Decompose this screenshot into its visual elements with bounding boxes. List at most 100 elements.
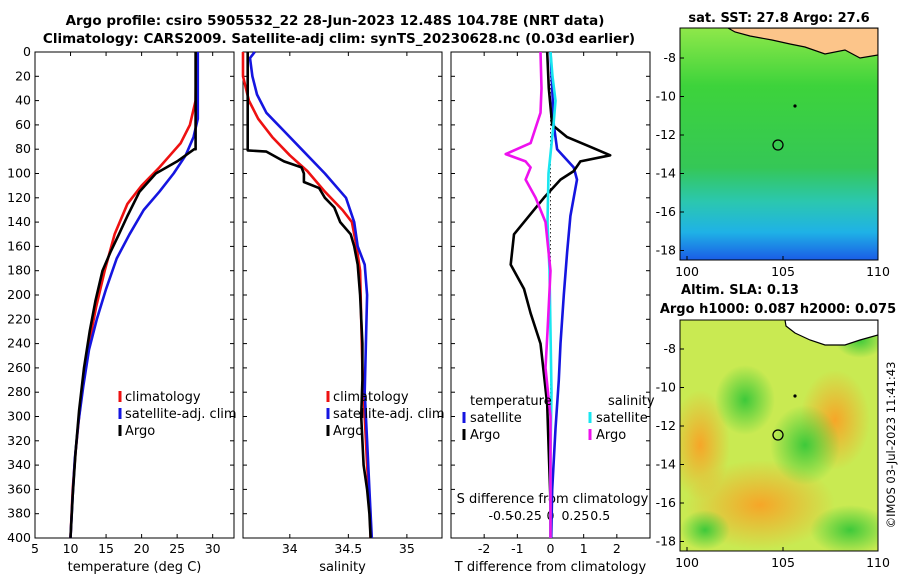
y-tick-label: 320 (7, 433, 31, 448)
salinity-profile: 34 34.5 35 salinity climatology satellite-adj… (241, 51, 445, 575)
difference-profile: -2 -1 0 1 2 T difference from climatology -0.5… (450, 51, 655, 575)
sla-map: Altim. SLA: 0.13 Argo h1000: 0.087 h2000… (660, 283, 896, 552)
temperature-profile: 0 20 40 60 80 100 120 140 160 180 200 220 240 260 280 3… (7, 44, 236, 575)
legend-label: satellite-adj. clim (125, 407, 237, 422)
legend-label: Argo (333, 424, 363, 439)
legend-label: Argo (596, 428, 626, 443)
argo-location-marker-sla (772, 429, 784, 441)
x2-tick-label: 0.25 (561, 508, 589, 523)
legend-label: climatology (333, 390, 409, 405)
series-climatology (241, 52, 372, 539)
x-tick-label: 34.5 (334, 541, 362, 556)
legend-label: satellite-adj. clim (333, 407, 445, 422)
y-tick-label: 360 (7, 481, 31, 496)
legend-label: satellite (470, 411, 522, 426)
x-tick-label: 25 (169, 541, 185, 556)
sla-map-subtitle: Argo h1000: 0.087 h2000: 0.075 (660, 302, 896, 317)
difference-profile-xlabel: T difference from climatology (454, 560, 647, 575)
plot-title-line2: Climatology: CARS2009. Satellite-adj cli… (42, 31, 636, 47)
series-t-argo (509, 51, 612, 538)
x-tick-label: 30 (205, 541, 221, 556)
land-mass (726, 28, 878, 59)
x-tick-label: 35 (399, 541, 415, 556)
legend-title-salinity: salinity (608, 394, 655, 409)
map-y-tick-label: -14 (656, 457, 676, 472)
map-y-tick-label: -10 (656, 89, 676, 104)
sst-map: sat. SST: 27.8 Argo: 27.6 (679, 11, 879, 261)
y-tick-label: 400 (7, 530, 31, 545)
legend-label: Argo (470, 428, 500, 443)
map-x-tick-label: 105 (771, 264, 795, 279)
argo-location-marker (772, 139, 784, 151)
x-tick-label: 5 (31, 541, 39, 556)
y-tick-label: 0 (23, 44, 31, 59)
map-y-tick-label: -12 (656, 127, 676, 142)
map-x-tick-label: 105 (771, 555, 795, 570)
series-argo (246, 52, 372, 539)
map-x-tick-label: 110 (866, 264, 890, 279)
sst-field (680, 28, 878, 260)
y-tick-label: 200 (7, 287, 31, 302)
land-mass-sla (784, 320, 878, 346)
x-tick-label: 10 (63, 541, 79, 556)
y-tick-label: 300 (7, 409, 31, 424)
map-x-tick-label: 110 (866, 555, 890, 570)
map-y-tick-label: -16 (656, 495, 676, 510)
map-y-tick-label: -16 (656, 204, 676, 219)
y-tick-label: 240 (7, 336, 31, 351)
x-tick-label: 20 (134, 541, 150, 556)
y-tick-label: 160 (7, 238, 31, 253)
plot-title-line1: Argo profile: csiro 5905532_22 28-Jun-20… (65, 13, 605, 29)
temperature-profile-xlabel: temperature (deg C) (68, 560, 202, 575)
series-climatology (69, 51, 198, 539)
sla-map-frame (679, 319, 879, 552)
y-tick-label: 260 (7, 360, 31, 375)
x-tick-label: -1 (511, 541, 523, 556)
y-tick-label: 40 (15, 93, 31, 108)
sst-map-frame (679, 27, 879, 261)
x2-tick-label: -0.5 (489, 508, 513, 523)
y-tick-label: 60 (15, 117, 31, 132)
y-tick-label: 340 (7, 457, 31, 472)
x-tick-label: 34 (282, 541, 298, 556)
y-tick-label: 80 (15, 141, 31, 156)
temperature-profile-frame (34, 51, 235, 539)
timestamp: ©IMOS 03-Jul-2023 11:41:43 (884, 362, 898, 529)
island-marker (793, 104, 797, 108)
legend-label: satellite (596, 411, 648, 426)
series-satellite-adj-clim (248, 51, 374, 539)
map-y-tick-label: -12 (656, 418, 676, 433)
y-tick-label: 120 (7, 190, 31, 205)
map-y-tick-label: -18 (656, 534, 676, 549)
y-tick-label: 180 (7, 263, 31, 278)
legend-title-temperature: temperature (470, 394, 552, 409)
map-x-tick-label: 100 (675, 264, 699, 279)
x-tick-label: -2 (478, 541, 490, 556)
sla-map-title: Altim. SLA: 0.13 (681, 283, 799, 298)
sst-map-title: sat. SST: 27.8 Argo: 27.6 (688, 11, 869, 26)
series-argo (69, 52, 197, 539)
x-tick-label: 15 (98, 541, 114, 556)
y-tick-label: 140 (7, 214, 31, 229)
map-y-tick-label: -8 (664, 50, 677, 65)
map-y-tick-label: -10 (656, 380, 676, 395)
salinity-profile-xlabel: salinity (319, 560, 366, 575)
map-y-tick-label: -18 (656, 243, 676, 258)
legend-label: climatology (125, 390, 201, 405)
island-marker-sla (793, 394, 797, 398)
x2-tick-label: -0.25 (509, 508, 541, 523)
y-tick-label: 380 (7, 506, 31, 521)
legend-label: Argo (125, 424, 155, 439)
map-y-tick-label: -8 (664, 341, 677, 356)
x-tick-label: 2 (613, 541, 621, 556)
series-satellite-adj-clim (69, 52, 200, 539)
y-tick-label: 280 (7, 384, 31, 399)
series-s-argo (504, 51, 552, 538)
map-y-tick-label: -14 (656, 166, 676, 181)
y-tick-label: 220 (7, 311, 31, 326)
map-x-tick-label: 100 (675, 555, 699, 570)
x-tick-label: 1 (580, 541, 588, 556)
x2-tick-label: 0.5 (590, 508, 610, 523)
salinity-profile-frame (242, 51, 443, 539)
